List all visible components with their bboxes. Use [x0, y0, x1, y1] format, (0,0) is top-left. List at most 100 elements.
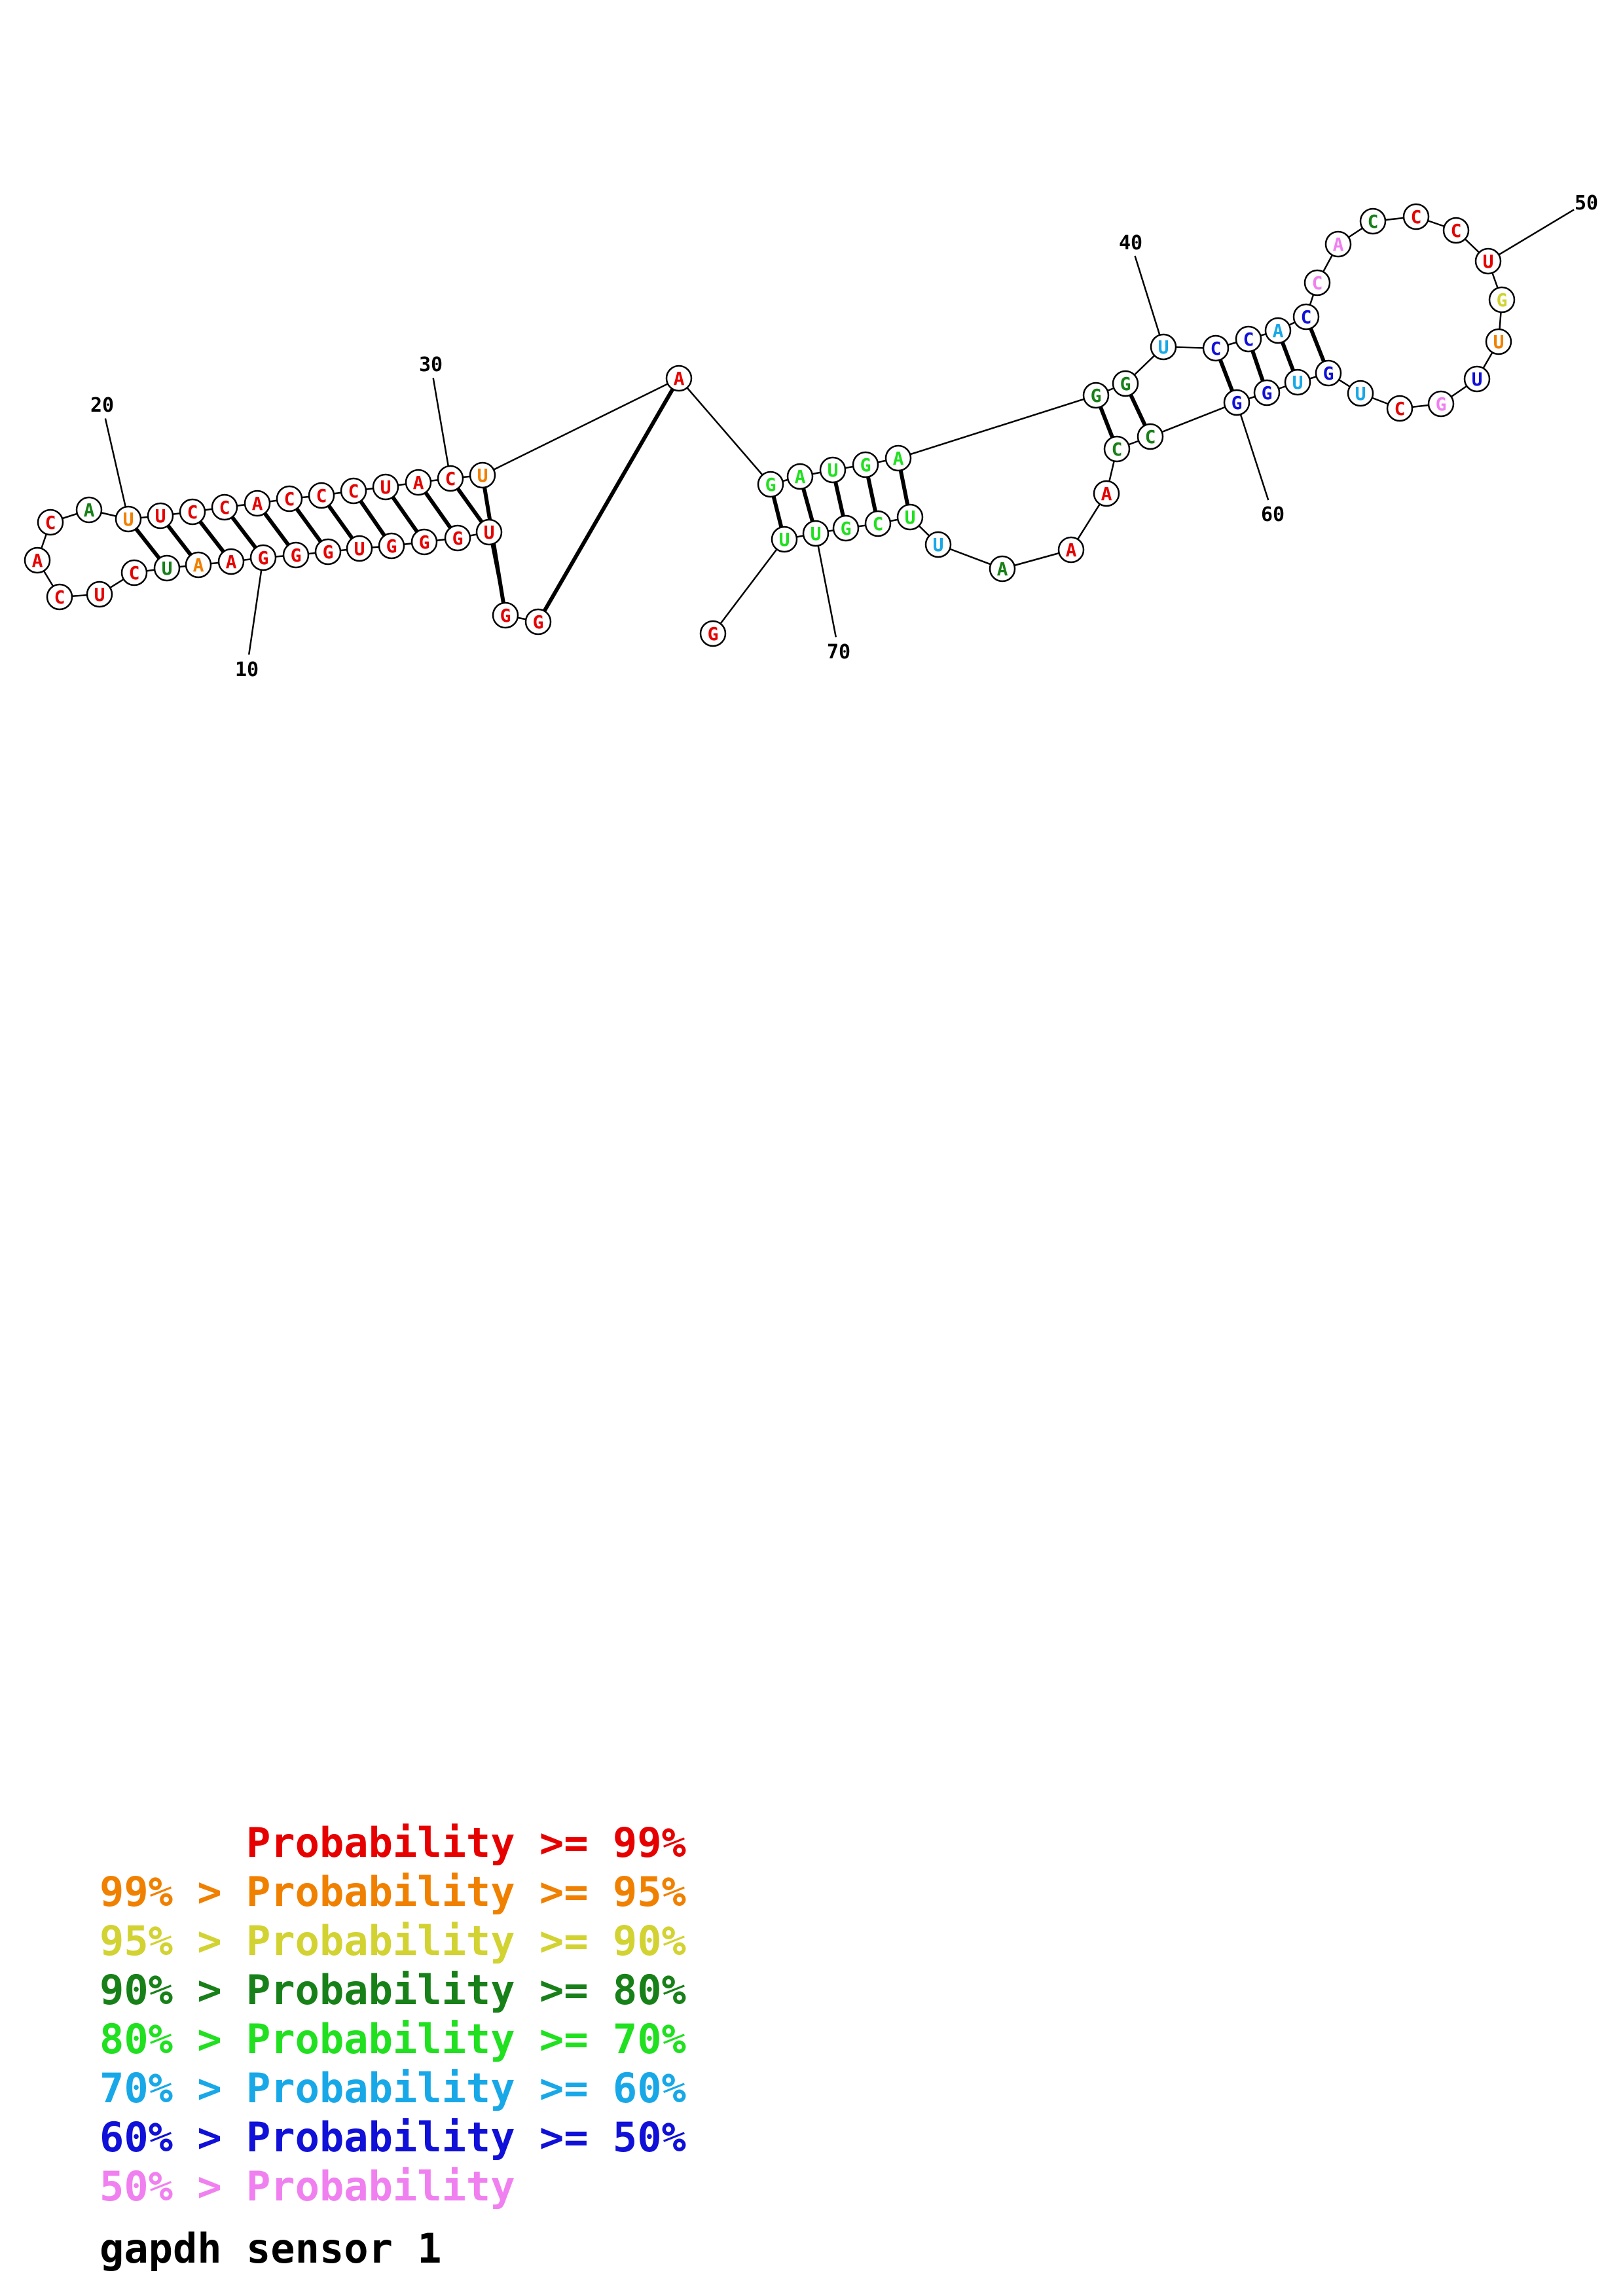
- position-label: 10: [235, 658, 259, 681]
- nucleotide-28: U: [372, 473, 399, 501]
- nucleotide-circle: [1284, 368, 1311, 396]
- nucleotide-letter: G: [860, 454, 871, 476]
- base-pair-bonds: [134, 327, 1326, 613]
- nucleotide-letter: G: [1323, 363, 1334, 384]
- nucleotide-17: A: [24, 547, 51, 574]
- nucleotide-15: U: [86, 581, 113, 608]
- base-pair-bond: [1129, 393, 1147, 427]
- nucleotide-circle: [1427, 390, 1455, 418]
- nucleotide-letter: A: [1066, 539, 1077, 561]
- nucleotide-letter: G: [1262, 382, 1273, 404]
- nucleotide-circle: [120, 559, 148, 586]
- position-tick: [817, 545, 837, 637]
- nucleotide-24: A: [244, 490, 271, 517]
- nucleotide-letter: C: [219, 497, 230, 518]
- legend-gt: >: [197, 2113, 222, 2161]
- nucleotide-circle: [1103, 435, 1131, 463]
- nucleotide-circle: [1253, 379, 1281, 406]
- nucleotide-letter: G: [291, 545, 302, 566]
- nucleotide-letter: G: [1497, 289, 1508, 311]
- base-pair-bond: [134, 528, 161, 560]
- legend-gt: >: [197, 2162, 222, 2210]
- nucleotide-letter: U: [1355, 383, 1366, 404]
- nucleotide-letter: C: [187, 501, 198, 523]
- position-label: 30: [419, 353, 443, 376]
- nucleotide-circle: [308, 482, 335, 509]
- nucleotide-letter: A: [1333, 234, 1344, 255]
- position-label: 70: [827, 641, 850, 664]
- nucleotide-letter: U: [484, 522, 495, 543]
- nucleotide-letter: A: [1273, 320, 1284, 342]
- legend-pct: 60%: [612, 2064, 686, 2112]
- nucleotide-51: G: [1488, 286, 1516, 314]
- nucleotide-letter: U: [477, 465, 488, 486]
- base-pair-bond: [1280, 341, 1296, 372]
- nucleotide-circle: [864, 510, 892, 537]
- nucleotide-26: C: [308, 482, 335, 509]
- nucleotide-circle: [444, 524, 471, 552]
- base-pair-bond: [263, 512, 291, 547]
- nucleotide-letter: C: [1368, 211, 1379, 232]
- nucleotide-letter: C: [1211, 338, 1222, 359]
- nucleotide-circle: [410, 528, 438, 556]
- nucleotide-circle: [249, 544, 277, 571]
- nucleotide-circle: [852, 451, 879, 478]
- nucleotide-22: C: [179, 498, 206, 526]
- position-label: 20: [90, 394, 114, 417]
- nucleotide-letter: G: [708, 623, 719, 645]
- position-tick: [432, 378, 450, 467]
- legend-pct: 99%: [612, 1819, 686, 1867]
- legend-gt: >: [197, 1917, 222, 1965]
- base-pair-bond: [424, 491, 452, 529]
- legend-gt: >: [197, 2064, 222, 2112]
- nucleotide-circle: [1347, 380, 1374, 407]
- legend-prefix: [100, 1819, 173, 1867]
- position-labels: 10 20 30 40 50 60 70: [90, 192, 1598, 681]
- nucleotide-letter: A: [1101, 483, 1112, 505]
- nucleotide-67: U: [896, 503, 924, 531]
- nucleotide-circle: [1463, 365, 1491, 393]
- nucleotide-circle: [1359, 207, 1387, 235]
- nucleotide-circle: [153, 554, 181, 582]
- nucleotide-27: C: [340, 477, 367, 505]
- nucleotide-circle: [924, 531, 952, 558]
- base-pair-bond: [391, 495, 419, 533]
- nucleotide-letter: A: [193, 554, 204, 576]
- nucleotide-circle: [771, 526, 798, 553]
- nucleotide-57: G: [1315, 359, 1342, 387]
- nucleotide-letter: A: [413, 472, 424, 493]
- nucleotide-42: C: [1235, 325, 1262, 353]
- legend-ge: >=: [539, 1966, 589, 2014]
- nucleotide-circle: [244, 490, 271, 517]
- nucleotide-9: G: [282, 541, 310, 569]
- nucleotide-letter: C: [1312, 272, 1323, 294]
- base-pair-bond: [198, 520, 225, 553]
- nucleotide-circle: [469, 461, 496, 489]
- nucleotide-circle: [1485, 328, 1512, 355]
- nucleotide-letter: G: [258, 547, 269, 569]
- base-pair-bond: [801, 488, 814, 522]
- nucleotide-60: G: [1223, 389, 1250, 416]
- legend-ge: >=: [539, 1917, 589, 1965]
- nucleotide-letter: U: [123, 509, 134, 530]
- nucleotide-letter: C: [45, 512, 56, 533]
- nucleotide-12: A: [185, 551, 212, 579]
- nucleotide-53: U: [1463, 365, 1491, 393]
- nucleotide-circle: [282, 541, 310, 569]
- nucleotide-30: C: [437, 465, 464, 492]
- nucleotide-letter: U: [1292, 372, 1304, 393]
- nucleotide-letter: G: [1120, 373, 1131, 395]
- base-pair-bond: [866, 476, 878, 512]
- nucleotide-circle: [46, 583, 73, 611]
- nucleotide-circle: [37, 509, 64, 536]
- nucleotide-39: G: [1112, 370, 1139, 397]
- nucleotide-letter: U: [811, 523, 822, 545]
- legend-ge: >=: [539, 1819, 589, 1867]
- nucleotide-letter: U: [779, 529, 790, 550]
- nucleotide-letter: A: [32, 550, 43, 571]
- base-pair-bond: [359, 499, 386, 537]
- backbone-segment: [898, 394, 1097, 459]
- nucleotide-68: C: [864, 510, 892, 537]
- nucleotide-letter: U: [1483, 251, 1494, 272]
- nucleotide-circle: [884, 444, 912, 472]
